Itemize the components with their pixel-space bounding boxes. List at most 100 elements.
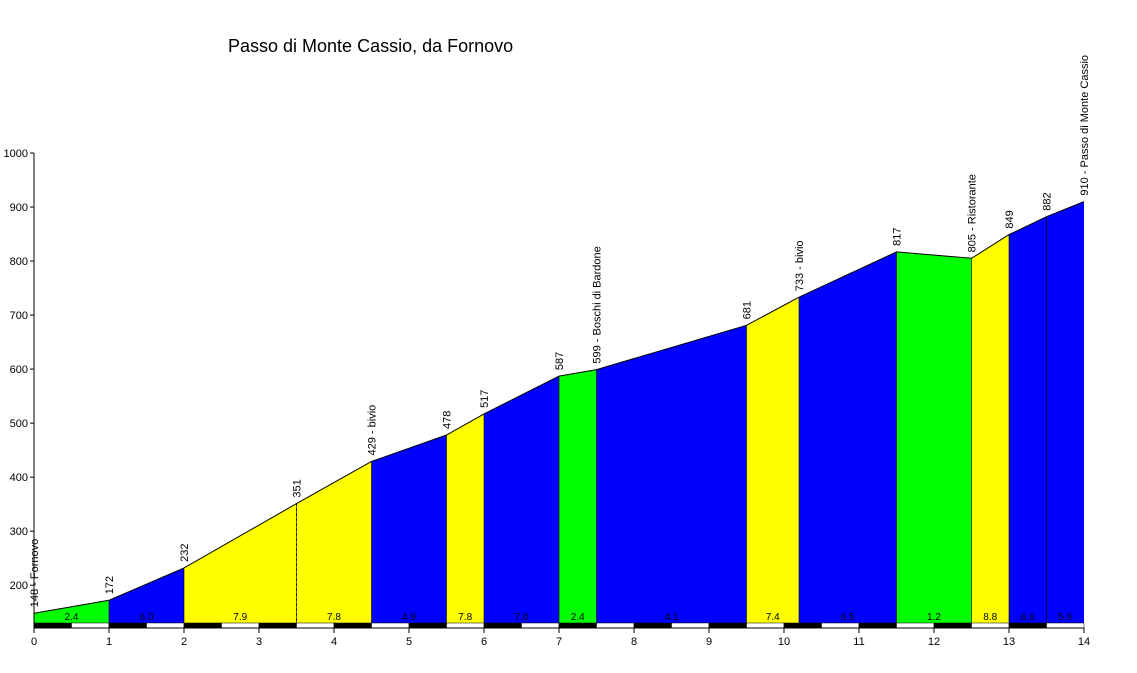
x-tick-label: 9 <box>706 636 712 648</box>
elevation-annotation: 910 - Passo di Monte Cassio <box>1079 55 1091 196</box>
distance-block <box>671 622 710 629</box>
distance-block <box>296 622 335 629</box>
distance-block <box>408 622 447 629</box>
gradient-segments <box>34 201 1084 623</box>
distance-block <box>783 622 822 629</box>
gradient-label: 2.4 <box>65 612 79 623</box>
distance-block <box>483 622 522 629</box>
elevation-annotation: 478 <box>442 411 454 429</box>
gradient-segment <box>34 600 109 623</box>
gradient-segment <box>184 503 297 623</box>
distance-block <box>446 622 485 629</box>
elevation-annotation: 517 <box>479 390 491 408</box>
distance-block <box>858 622 897 629</box>
y-tick-label: 400 <box>10 472 28 484</box>
distance-block <box>371 622 410 629</box>
gradient-label: 7.9 <box>233 612 247 623</box>
elevation-annotation: 805 - Ristorante <box>967 174 979 252</box>
gradient-label: 4.9 <box>402 612 416 623</box>
gradient-label: 6.5 <box>841 612 855 623</box>
distance-block <box>258 622 297 629</box>
distance-block <box>933 622 972 629</box>
y-tick-label: 200 <box>10 580 28 592</box>
distance-block <box>33 622 72 629</box>
gradient-label: 8.8 <box>983 612 997 623</box>
elevation-annotation: 733 - bivio <box>794 240 806 291</box>
distance-block <box>71 622 110 629</box>
y-tick-label: 800 <box>10 256 28 268</box>
x-tick-label: 6 <box>481 636 487 648</box>
x-tick-label: 4 <box>331 636 337 648</box>
gradient-label: 2.4 <box>571 612 585 623</box>
gradient-label: 4.1 <box>665 612 679 623</box>
chart-title: Passo di Monte Cassio, da Fornovo <box>228 36 513 56</box>
elevation-annotation: 232 <box>179 544 191 562</box>
distance-bar <box>33 622 1085 629</box>
elevation-annotation: 599 - Boschi di Bardone <box>592 246 604 363</box>
distance-block <box>521 622 560 629</box>
profile-line <box>33 201 1085 614</box>
profile-layer <box>33 201 1085 623</box>
gradient-segment <box>896 251 972 623</box>
elevation-annotation: 849 <box>1004 210 1016 228</box>
x-tick-label: 13 <box>1003 636 1015 648</box>
y-tick-label: 300 <box>10 526 28 538</box>
x-tick-label: 1 <box>106 636 112 648</box>
distance-block <box>221 622 260 629</box>
gradient-segment <box>109 567 184 623</box>
distance-block <box>1046 622 1085 629</box>
distance-block <box>708 622 747 629</box>
gradient-segment <box>1046 201 1084 623</box>
elevation-annotation: 882 <box>1042 192 1054 210</box>
gradient-segment <box>799 251 897 623</box>
gradient-label: 1.2 <box>927 612 941 623</box>
gradient-segment <box>446 413 484 623</box>
x-tick-label: 2 <box>181 636 187 648</box>
gradient-segment <box>559 369 597 623</box>
x-tick-label: 11 <box>853 636 864 648</box>
distance-block <box>333 622 372 629</box>
x-tick-label: 5 <box>406 636 412 648</box>
y-tick-label: 700 <box>10 310 28 322</box>
elevation-annotation: 148 - Fornovo <box>29 539 41 607</box>
y-tick-label: 900 <box>10 202 28 214</box>
gradient-label: 6.6 <box>1021 612 1035 623</box>
y-tick-label: 1000 <box>4 148 28 160</box>
gradient-segment <box>1009 216 1047 623</box>
y-tick-label: 500 <box>10 418 28 430</box>
gradient-label: 7.0 <box>515 612 529 623</box>
distance-block <box>146 622 185 629</box>
gradient-label: 7.8 <box>327 612 341 623</box>
elevation-annotation: 351 <box>292 479 304 497</box>
x-tick-label: 14 <box>1078 636 1090 648</box>
distance-block <box>821 622 860 629</box>
y-tick-label: 600 <box>10 364 28 376</box>
distance-block <box>971 622 1010 629</box>
distance-block <box>1008 622 1047 629</box>
gradient-segment <box>484 376 559 623</box>
gradient-labels: 2.4 6.0 7.9 7.8 4.9 7.8 7.0 2.4 4.1 7.4 6.5 1.2 8.8 6… <box>65 612 1073 623</box>
x-tick-label: 7 <box>556 636 562 648</box>
gradient-label: 6.0 <box>140 612 154 623</box>
gradient-label: 7.4 <box>766 612 780 623</box>
elevation-annotation: 172 <box>104 576 116 594</box>
gradient-label: 5.6 <box>1058 612 1072 623</box>
gradient-segment <box>971 234 1009 623</box>
distance-block <box>596 622 635 629</box>
distance-block <box>108 622 147 629</box>
distance-block <box>633 622 672 629</box>
elevation-annotation: 587 <box>554 352 566 370</box>
x-tick-label: 3 <box>256 636 262 648</box>
x-tick-label: 0 <box>31 636 37 648</box>
x-tick-label: 12 <box>928 636 940 648</box>
x-tick-label: 8 <box>631 636 637 648</box>
gradient-segment <box>371 435 447 623</box>
x-tick-label: 10 <box>778 636 790 648</box>
gradient-segment <box>746 297 799 623</box>
gradient-segment <box>596 325 747 623</box>
elevation-annotation: 817 <box>892 228 904 246</box>
elevation-annotation: 429 - bivio <box>367 405 379 456</box>
distance-block <box>896 622 935 629</box>
elevation-annotation: 681 <box>742 301 754 319</box>
